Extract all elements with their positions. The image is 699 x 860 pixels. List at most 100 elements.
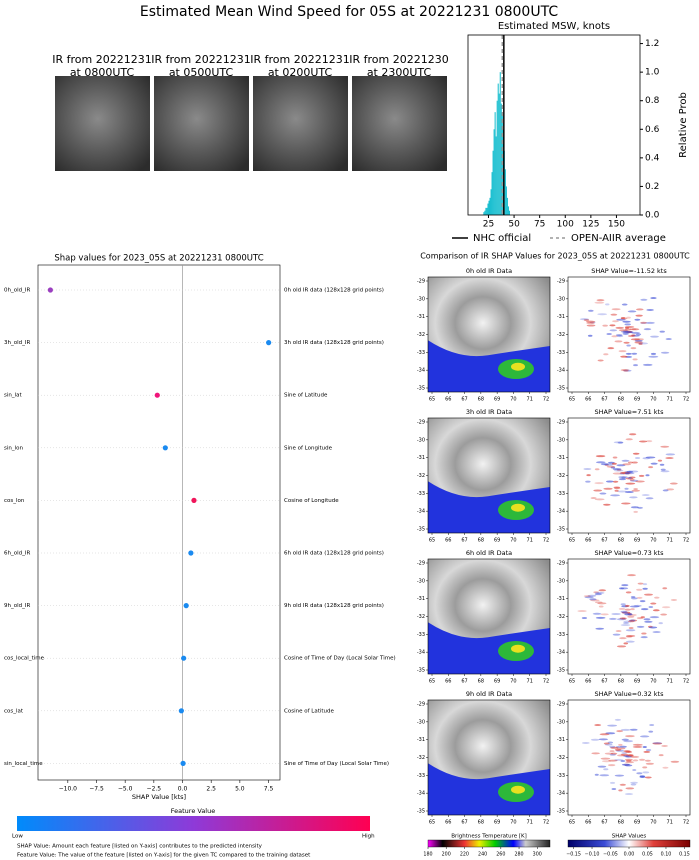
shap-blob xyxy=(650,462,658,465)
shap-blob xyxy=(615,334,623,337)
shap-blob xyxy=(616,618,627,621)
lat-tick-label: -31 xyxy=(557,455,565,461)
shap-blob xyxy=(625,629,636,632)
shap-blob xyxy=(618,350,627,353)
shap-blob xyxy=(629,496,638,499)
shap-blob xyxy=(650,352,657,355)
bar xyxy=(494,112,496,215)
feature-name: 3h_old_IR xyxy=(4,340,30,346)
y-axis-label: Relative Prob xyxy=(678,92,689,158)
shap-blob xyxy=(621,752,628,755)
bar xyxy=(493,129,495,215)
lat-tick-label: -32 xyxy=(417,614,425,620)
shap-blob xyxy=(639,735,650,738)
shap-blob xyxy=(603,503,611,506)
shap-blob xyxy=(590,497,597,500)
lat-tick-label: -32 xyxy=(417,473,425,479)
shap-blob xyxy=(627,310,637,313)
shap-blob xyxy=(624,326,630,329)
shap-blob xyxy=(602,324,608,327)
lon-tick-label: 70 xyxy=(510,679,516,685)
shap-blob xyxy=(579,318,590,321)
lon-tick-label: 66 xyxy=(445,679,451,685)
lat-tick-label: -30 xyxy=(557,719,565,725)
lat-tick-label: -34 xyxy=(557,791,565,797)
shap-blob xyxy=(661,744,668,747)
lat-tick-label: -31 xyxy=(417,596,425,602)
colorbar-tick-label: −0.15 xyxy=(566,852,581,858)
thumbnail-title: at 0800UTC xyxy=(70,66,135,79)
lat-tick-label: -29 xyxy=(557,561,565,567)
shap-blob xyxy=(630,347,637,350)
lat-tick-label: -34 xyxy=(417,509,425,515)
bar xyxy=(489,197,491,215)
shap-blob xyxy=(591,752,600,755)
shap-blob xyxy=(616,645,627,648)
x-tick-label: 25 xyxy=(483,220,494,230)
shap-blob xyxy=(607,347,615,350)
shap-blob xyxy=(577,610,587,613)
shap-blob xyxy=(625,787,635,790)
lon-tick-label: 66 xyxy=(585,820,591,826)
feature-name: cos_local_time xyxy=(4,656,45,662)
shap-blob xyxy=(616,730,623,733)
shap-blob xyxy=(645,474,650,477)
shap-blob xyxy=(603,353,609,356)
shap-blob xyxy=(660,470,670,473)
shap-blob xyxy=(608,759,618,762)
lat-tick-label: -30 xyxy=(557,437,565,443)
shap-blob xyxy=(618,789,623,792)
shap-blob xyxy=(618,329,628,332)
shap-blob xyxy=(619,637,627,640)
y-tick-label: 1.2 xyxy=(645,39,659,49)
lon-tick-label: 71 xyxy=(667,820,673,826)
shap-blob xyxy=(645,440,653,443)
shap-blob xyxy=(650,335,659,338)
y-tick-label: 0.2 xyxy=(645,182,659,192)
shap-blob xyxy=(634,457,641,460)
shap-blob xyxy=(616,318,626,321)
shap-dot xyxy=(178,708,184,714)
lon-tick-label: 69 xyxy=(494,538,500,544)
colorbar-tick-label: 200 xyxy=(442,852,451,858)
shap-blob xyxy=(621,459,630,462)
thumbnail-title: IR from 20221231 xyxy=(52,53,151,66)
shap-blob xyxy=(652,609,660,612)
shap-blob xyxy=(631,461,638,464)
shap-blob xyxy=(603,742,610,745)
x-axis-label: SHAP Value [kts] xyxy=(132,793,186,801)
shap-blob xyxy=(612,320,619,323)
y-tick-label: 0.8 xyxy=(645,96,660,106)
lon-tick-label: 69 xyxy=(634,820,640,826)
lon-tick-label: 69 xyxy=(494,397,500,403)
shap-blob xyxy=(642,583,648,586)
shap-blob xyxy=(613,486,621,489)
legend-label: OPEN-AIIR average xyxy=(571,233,666,244)
lat-tick-label: -29 xyxy=(417,561,425,567)
shap-blob xyxy=(595,461,606,464)
shap-blob xyxy=(638,342,643,345)
shap-blob xyxy=(670,598,678,601)
shap-blob xyxy=(610,752,618,755)
shap-blob xyxy=(632,358,638,361)
shap-blob xyxy=(610,313,618,316)
shap-blob xyxy=(614,340,623,343)
shap-blob xyxy=(631,352,638,355)
shap-blob xyxy=(620,624,631,627)
shap-blob xyxy=(625,352,632,355)
shap-blob xyxy=(618,607,626,610)
shap-blob xyxy=(613,469,624,472)
legend-label: NHC official xyxy=(473,233,531,244)
ir-thumbnail xyxy=(154,76,249,171)
shap-blob xyxy=(596,299,605,302)
shap-blob xyxy=(624,487,629,490)
lon-tick-label: 67 xyxy=(461,820,467,826)
lon-tick-label: 72 xyxy=(543,820,549,826)
shap-blob xyxy=(583,468,592,471)
lat-tick-label: -31 xyxy=(417,737,425,743)
shap-blob xyxy=(623,642,629,645)
lat-tick-label: -32 xyxy=(557,614,565,620)
shap-blob xyxy=(637,582,644,585)
shap-blob xyxy=(597,313,608,316)
lat-tick-label: -29 xyxy=(557,279,565,285)
